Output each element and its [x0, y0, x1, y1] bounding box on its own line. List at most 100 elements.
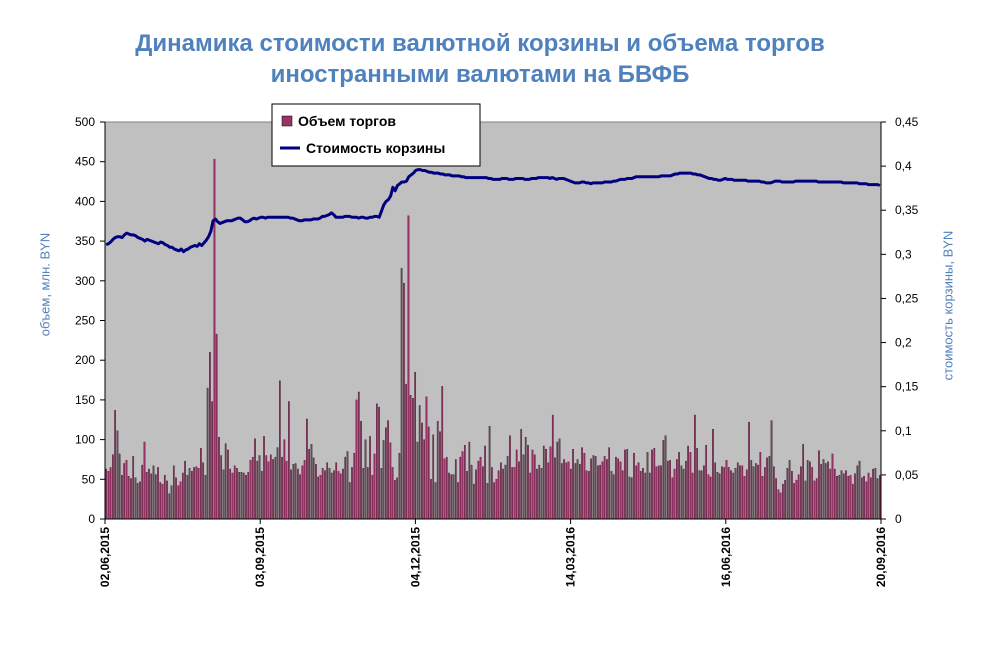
bar	[195, 466, 198, 520]
bar	[748, 422, 750, 520]
bar	[425, 396, 428, 520]
bar	[357, 391, 360, 520]
bar	[524, 437, 527, 520]
bar	[770, 420, 773, 520]
bar	[712, 429, 714, 520]
bar	[274, 456, 277, 520]
bar	[265, 455, 268, 520]
bar	[838, 475, 841, 520]
bar	[811, 467, 814, 520]
bar	[775, 478, 777, 520]
bar	[204, 475, 207, 520]
bar	[842, 473, 845, 520]
bar	[863, 475, 865, 520]
bar	[662, 440, 665, 520]
bar	[263, 436, 265, 520]
bar	[581, 447, 583, 520]
bar	[784, 479, 786, 520]
bar	[154, 474, 157, 520]
bar	[441, 386, 444, 520]
bar	[209, 352, 211, 520]
y-right-tick-label: 0,25	[895, 291, 919, 305]
bar	[536, 468, 538, 520]
x-tick-label: 16,06,2016	[719, 527, 733, 587]
legend-swatch-volume	[281, 115, 293, 127]
bar	[867, 472, 870, 520]
bar	[308, 449, 310, 520]
bar	[563, 459, 565, 520]
bar	[685, 460, 687, 520]
bar	[473, 483, 475, 520]
bar	[346, 451, 349, 520]
bar	[806, 460, 809, 520]
bar	[576, 459, 579, 520]
bar	[114, 410, 116, 520]
bar	[608, 447, 611, 520]
bar	[432, 434, 435, 520]
bar	[227, 449, 229, 520]
bar	[378, 406, 380, 520]
bar	[224, 443, 227, 520]
bar	[520, 429, 523, 520]
bar	[612, 474, 615, 520]
bar	[391, 467, 394, 520]
bar	[405, 383, 407, 520]
bar	[310, 444, 313, 520]
bar	[732, 472, 735, 520]
bar	[132, 456, 135, 520]
y-right-tick-label: 0,2	[895, 336, 912, 350]
bar	[272, 459, 274, 520]
bar	[290, 469, 292, 520]
bar	[554, 457, 556, 520]
bar	[861, 477, 863, 520]
bar	[782, 483, 784, 520]
bar	[660, 465, 662, 520]
bar	[157, 467, 159, 520]
bar	[741, 465, 744, 520]
bar	[653, 448, 656, 520]
bar	[615, 456, 617, 520]
bar	[565, 462, 568, 520]
bar	[624, 449, 626, 520]
bar	[802, 444, 805, 520]
bar	[182, 472, 184, 520]
bar	[804, 480, 807, 520]
bar	[865, 481, 868, 520]
bar	[754, 463, 757, 520]
bar	[793, 483, 795, 520]
y-right-tick-label: 0,35	[895, 203, 919, 217]
bar	[766, 457, 768, 520]
bar	[159, 482, 162, 520]
bar	[488, 425, 491, 520]
bar	[373, 453, 376, 520]
bar	[657, 465, 660, 520]
bar	[813, 480, 816, 520]
bar	[116, 430, 119, 520]
bar	[854, 473, 856, 520]
bar	[845, 470, 847, 520]
bar	[109, 467, 112, 520]
bar	[409, 395, 412, 520]
bar	[461, 451, 464, 520]
bar	[644, 472, 647, 520]
bar	[330, 472, 333, 520]
bar	[630, 477, 633, 520]
bar	[725, 460, 728, 520]
bar	[418, 405, 421, 520]
bar	[297, 468, 299, 520]
bar	[256, 460, 259, 520]
y-left-tick-label: 50	[82, 472, 96, 486]
bar	[820, 464, 823, 520]
bar	[364, 439, 367, 520]
bar	[468, 441, 471, 520]
bar	[757, 464, 759, 520]
bar	[134, 477, 137, 520]
bar	[121, 475, 123, 520]
bar	[788, 460, 791, 520]
y-right-tick-label: 0,05	[895, 468, 919, 482]
bar	[797, 474, 800, 520]
bar	[299, 474, 301, 520]
bar	[739, 465, 741, 520]
bar	[335, 462, 338, 520]
bar	[827, 461, 829, 520]
